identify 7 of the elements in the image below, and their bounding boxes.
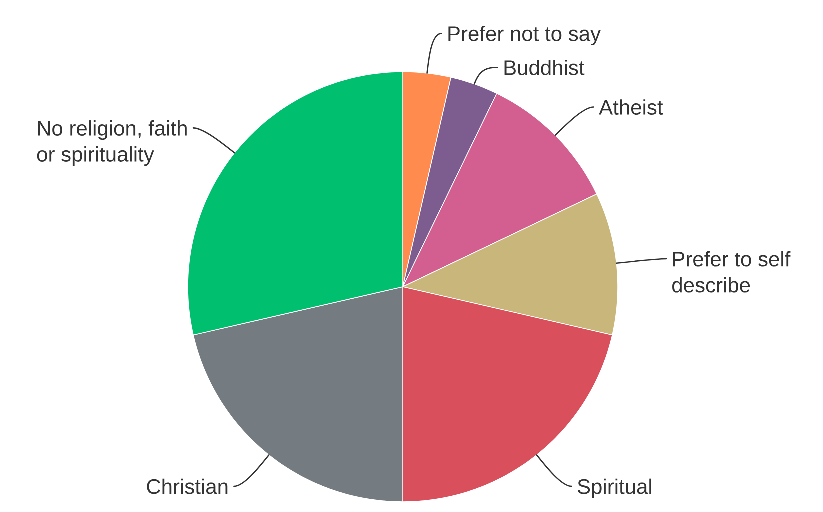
slice-label: No religion, faith or spirituality [37,120,187,166]
slice-label: Spiritual [578,478,652,498]
slice-label: Atheist [599,100,664,116]
slice-label: Prefer to self describe [672,251,791,293]
slice-label: Buddhist [504,60,585,76]
slice-label: Christian [147,478,228,494]
slice-label: Prefer not to say [448,26,601,46]
